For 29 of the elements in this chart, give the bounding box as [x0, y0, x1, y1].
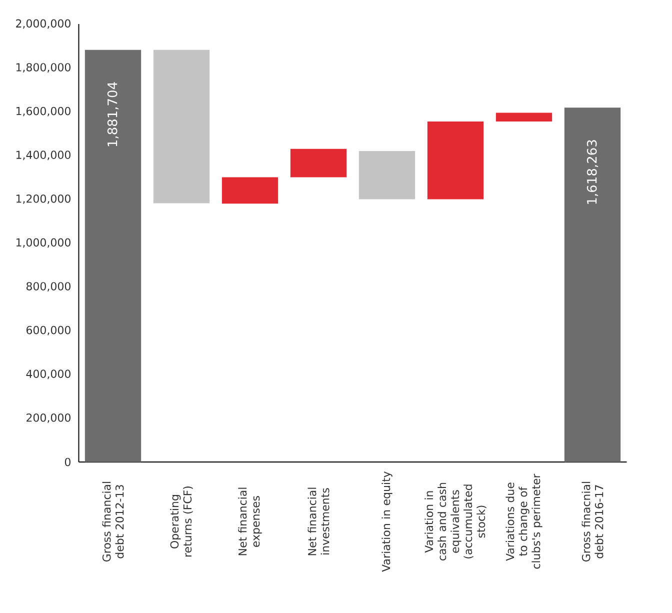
y-tick-label: 1,800,000	[16, 63, 70, 73]
y-tick-label: 1,000,000	[16, 238, 70, 248]
bar	[496, 112, 552, 122]
x-tick-label: Net financial expenses	[238, 488, 262, 556]
y-tick-label: 1,600,000	[16, 106, 70, 116]
bar	[153, 50, 210, 204]
bar	[84, 50, 142, 462]
x-tick-label: Variations due to change of clubs's perimeter	[506, 474, 542, 569]
y-tick-label: 200,000	[26, 413, 70, 423]
bar	[358, 151, 416, 200]
data-label: 1,881,704	[107, 82, 119, 146]
y-tick-label: 1,400,000	[16, 150, 70, 160]
y-tick-label: 1,200,000	[16, 194, 70, 204]
x-tick-label: Gross financial debt 2012-13	[102, 482, 124, 562]
bar	[427, 121, 484, 200]
x-tick-label: Operating returns (FCF)	[170, 486, 193, 556]
y-tick-label: 0	[64, 458, 70, 466]
x-tick-label: Variation in equity	[382, 471, 392, 572]
bar	[290, 148, 347, 178]
bar	[564, 108, 621, 462]
y-tick-label: 600,000	[26, 326, 70, 336]
y-tick-label: 800,000	[26, 282, 70, 292]
y-tick-label: 400,000	[26, 370, 70, 380]
data-label: 1,618,263	[586, 140, 598, 204]
x-tick-label: Gross finacnial debt 2016-17	[582, 482, 604, 562]
bar	[222, 177, 278, 204]
y-tick-label: 2,000,000	[16, 19, 70, 29]
x-tick-label: Net financial investments	[308, 488, 330, 556]
x-tick-label: Variation in cash and cash equivalents (accumulated stock)	[424, 482, 486, 560]
